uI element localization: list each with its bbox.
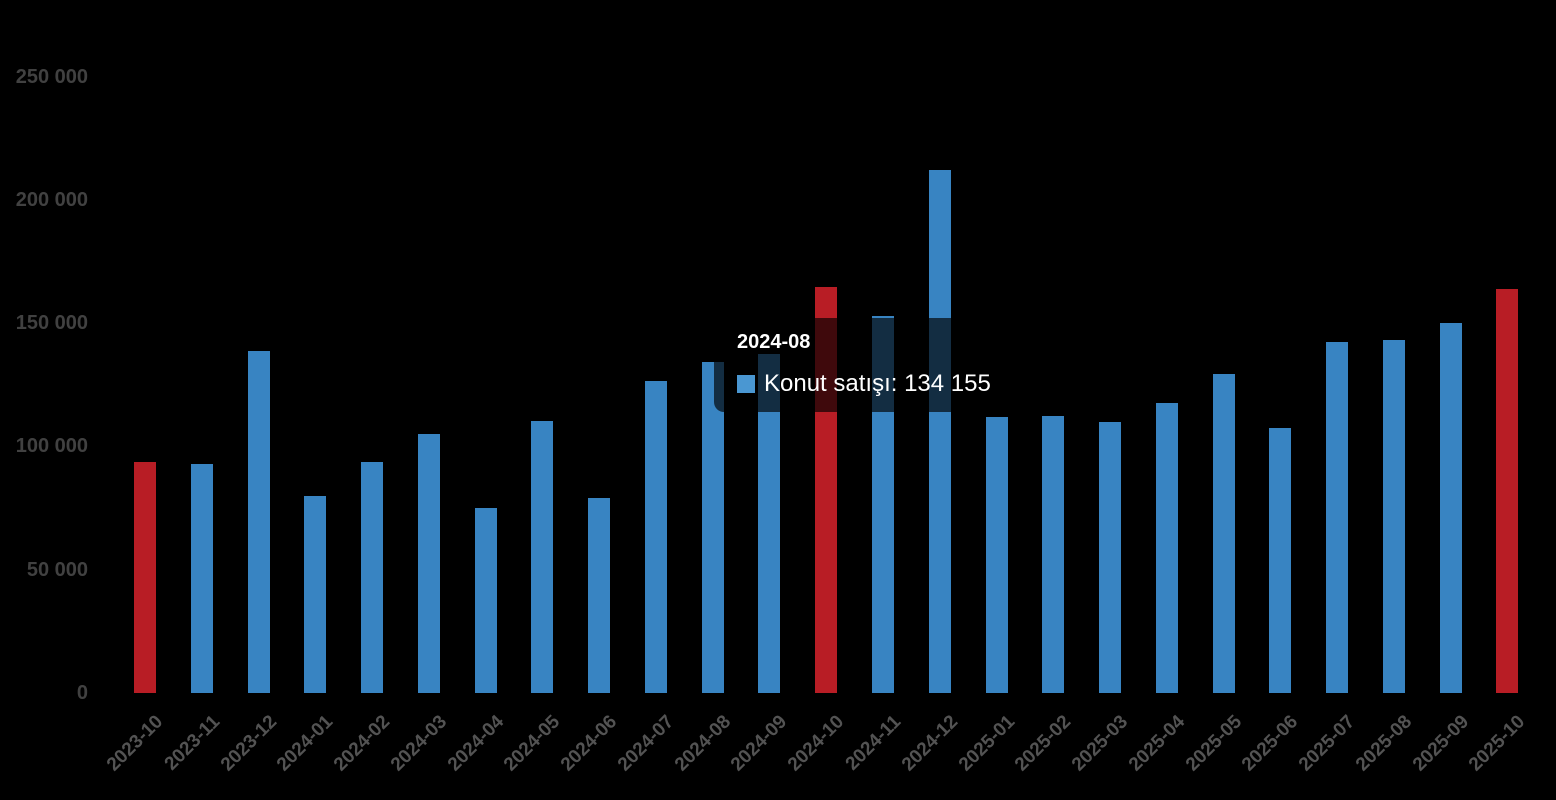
- bar-2025-01[interactable]: [985, 416, 1008, 693]
- y-tick-label-100000: 100 000: [15, 435, 88, 458]
- tooltip-value-text: Konut satışı: 134 155: [764, 370, 991, 397]
- bar-2024-01[interactable]: [304, 495, 327, 693]
- bar-2024-05[interactable]: [531, 420, 554, 693]
- bar-2025-03[interactable]: [1099, 421, 1122, 693]
- bar-2024-12[interactable]: [928, 170, 951, 693]
- bar-2025-05[interactable]: [1212, 373, 1235, 693]
- bar-2023-10[interactable]: [134, 462, 156, 693]
- bar-2025-10[interactable]: [1496, 288, 1519, 693]
- bar-2025-09[interactable]: [1439, 323, 1462, 693]
- bar-2025-07[interactable]: [1326, 341, 1349, 693]
- bar-2024-06[interactable]: [588, 498, 611, 693]
- y-tick-label-150000: 150 000: [15, 312, 88, 335]
- bar-2024-03[interactable]: [417, 434, 440, 693]
- bar-2025-06[interactable]: [1269, 427, 1292, 693]
- bar-2025-08[interactable]: [1382, 340, 1405, 693]
- tooltip-row: Konut satışı: 134 155: [737, 371, 1012, 397]
- y-tick-label-250000: 250 000: [15, 65, 88, 88]
- tooltip: 2024-08 Konut satışı: 134 155: [714, 318, 1012, 412]
- bar-2023-12[interactable]: [247, 351, 270, 693]
- bar-2024-02[interactable]: [361, 462, 384, 693]
- tooltip-title: 2024-08: [737, 331, 811, 353]
- bar-2024-09[interactable]: [758, 353, 781, 693]
- bar-2024-04[interactable]: [474, 508, 497, 693]
- bar-2023-11[interactable]: [190, 463, 213, 693]
- y-tick-label-0: 0: [76, 682, 88, 704]
- bar-2024-08[interactable]: [701, 362, 724, 693]
- y-tick-label-200000: 200 000: [15, 188, 88, 211]
- bar-2025-04[interactable]: [1155, 403, 1178, 693]
- y-tick-label-50000: 50 000: [26, 558, 88, 581]
- bar-2024-07[interactable]: [644, 381, 667, 693]
- bar-2025-02[interactable]: [1042, 415, 1065, 693]
- series-color-swatch-icon: [737, 375, 755, 393]
